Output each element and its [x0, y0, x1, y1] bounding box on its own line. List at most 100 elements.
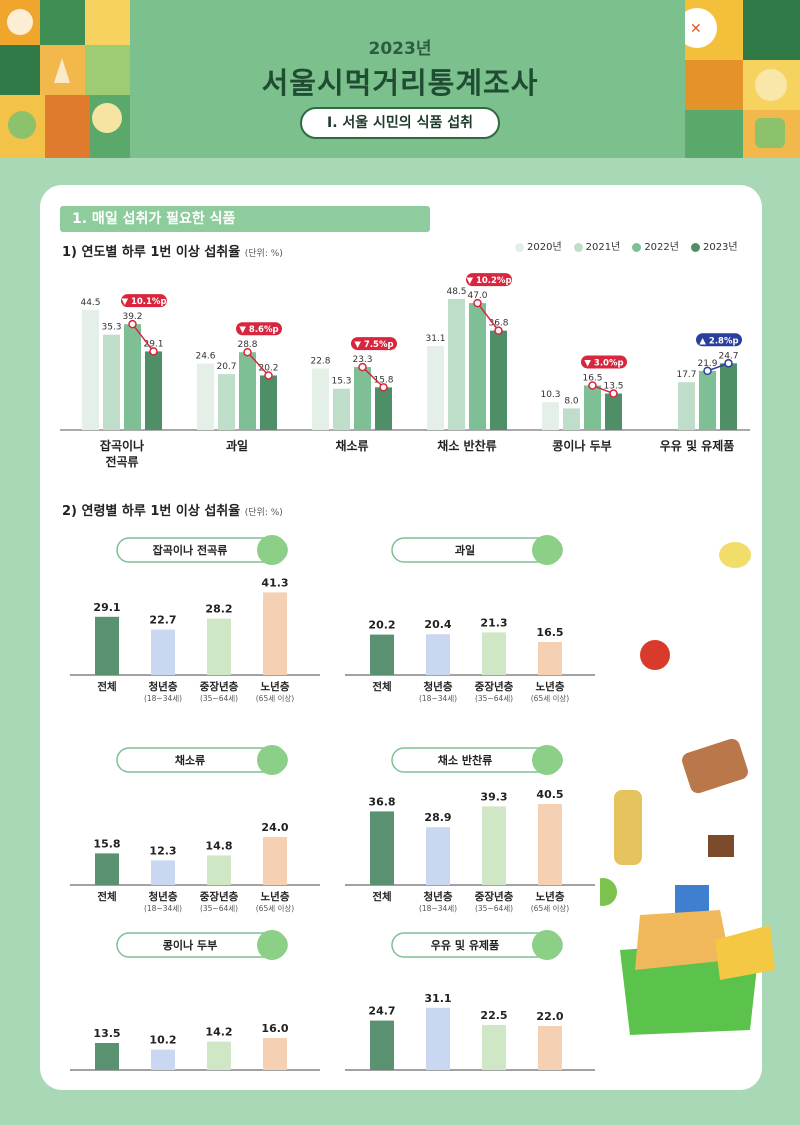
value-label: 8.0	[564, 396, 579, 406]
value-label: 29.1	[93, 601, 120, 614]
category-sublabel: (65세 이상)	[256, 903, 295, 913]
change-badge-label: ▼ 10.1%p	[121, 297, 166, 307]
category-label: 전체	[97, 680, 116, 693]
change-dot	[379, 383, 388, 392]
change-badge	[581, 355, 627, 369]
value-label: 35.3	[101, 323, 121, 333]
panel-title: 우유 및 유제품	[431, 938, 499, 952]
value-label: 31.1	[424, 992, 451, 1005]
bar	[103, 334, 120, 430]
bar	[426, 1007, 450, 1070]
panel-icon	[257, 930, 287, 960]
bar	[207, 618, 231, 675]
bar	[482, 806, 506, 885]
change-badge	[466, 273, 512, 287]
age-chart: 잡곡이나 전곡류29.1전체22.7청년층(18~34세)28.2중장년층(35…	[70, 535, 595, 1071]
panel-icon	[532, 745, 562, 775]
legend-item: 2022년	[632, 238, 679, 253]
bar	[354, 367, 371, 430]
bar	[482, 1025, 506, 1070]
change-dot	[358, 362, 367, 372]
change-badge	[351, 337, 397, 351]
panel-title: 콩이나 두부	[163, 938, 217, 952]
category-sublabel: (18~34세)	[419, 904, 457, 913]
value-label: 39.2	[122, 312, 142, 322]
change-dot	[588, 381, 597, 390]
chart1-title: 1) 연도별 하루 1번 이상 섭취율 (단위: %)	[62, 245, 283, 260]
bar	[678, 382, 695, 430]
value-label: 20.4	[424, 618, 451, 631]
value-label: 22.0	[536, 1010, 563, 1023]
bar	[197, 363, 214, 430]
bar	[538, 1026, 562, 1070]
category-label: 콩이나 두부	[552, 438, 611, 453]
category-label: 청년층	[149, 890, 178, 903]
category-label: 중장년층	[200, 890, 239, 903]
change-dot	[724, 359, 733, 368]
bar	[584, 385, 601, 430]
change-dot	[609, 389, 618, 398]
value-label: 14.8	[205, 839, 232, 852]
food-pattern-left	[0, 0, 130, 158]
bar	[151, 1049, 175, 1070]
bar	[426, 827, 450, 885]
panel-title: 잡곡이나 전곡류	[153, 543, 228, 557]
bar	[426, 634, 450, 675]
category-label: 청년층	[424, 680, 453, 693]
bar	[605, 393, 622, 430]
category-sublabel: (35~64세)	[200, 694, 238, 703]
panel-icon	[257, 745, 287, 775]
value-label: 13.5	[603, 382, 623, 392]
category-label: 중장년층	[200, 680, 239, 693]
bar	[542, 402, 559, 430]
value-label: 28.9	[424, 811, 451, 824]
value-label: 15.3	[331, 377, 351, 387]
bar	[263, 1038, 287, 1070]
category-label: 청년층	[424, 890, 453, 903]
value-label: 21.3	[480, 616, 507, 629]
value-label: 48.5	[446, 287, 466, 297]
category-sublabel: (35~64세)	[475, 904, 513, 913]
bar	[720, 363, 737, 430]
chart2-title: 2) 연령별 하루 1번 이상 섭취율 (단위: %)	[62, 504, 283, 519]
category-sublabel: (65세 이상)	[531, 903, 570, 913]
value-label: 10.3	[540, 390, 560, 400]
section-title: 1. 매일 섭취가 필요한 식품	[60, 206, 430, 232]
report-year: 2023년	[368, 39, 432, 59]
bar	[151, 629, 175, 675]
value-label: 36.8	[368, 795, 395, 808]
change-badge	[696, 333, 742, 347]
bar	[375, 387, 392, 430]
category-label: 노년층	[536, 890, 565, 903]
value-label: 44.5	[80, 298, 100, 308]
category-label: 채소 반찬류	[437, 438, 496, 453]
bar	[370, 634, 394, 675]
value-label: 16.0	[261, 1022, 288, 1035]
svg-text:✕: ✕	[690, 21, 702, 37]
bar	[448, 299, 465, 430]
category-sublabel: (65세 이상)	[256, 693, 295, 703]
value-label: 13.5	[93, 1027, 120, 1040]
food-illustration	[600, 542, 775, 1035]
panel-icon	[257, 535, 287, 565]
change-badge-label: ▲ 2.8%p	[699, 336, 738, 346]
value-label: 16.5	[536, 626, 563, 639]
bar	[263, 837, 287, 885]
value-label: 20.7	[216, 362, 236, 372]
bar	[95, 853, 119, 885]
legend-item: 2023년	[690, 238, 738, 253]
value-label: 22.5	[480, 1009, 507, 1022]
change-line	[361, 366, 385, 388]
value-label: 31.1	[425, 334, 445, 344]
bar	[490, 330, 507, 430]
bar	[538, 642, 562, 675]
panel-title: 과일	[455, 543, 475, 557]
bar	[263, 592, 287, 675]
value-label: 24.6	[195, 352, 215, 362]
category-label: 과일	[226, 438, 248, 453]
value-label: 10.2	[149, 1034, 176, 1047]
category-label: 전체	[372, 890, 391, 903]
bar	[151, 860, 175, 885]
category-label: 노년층	[261, 680, 290, 693]
